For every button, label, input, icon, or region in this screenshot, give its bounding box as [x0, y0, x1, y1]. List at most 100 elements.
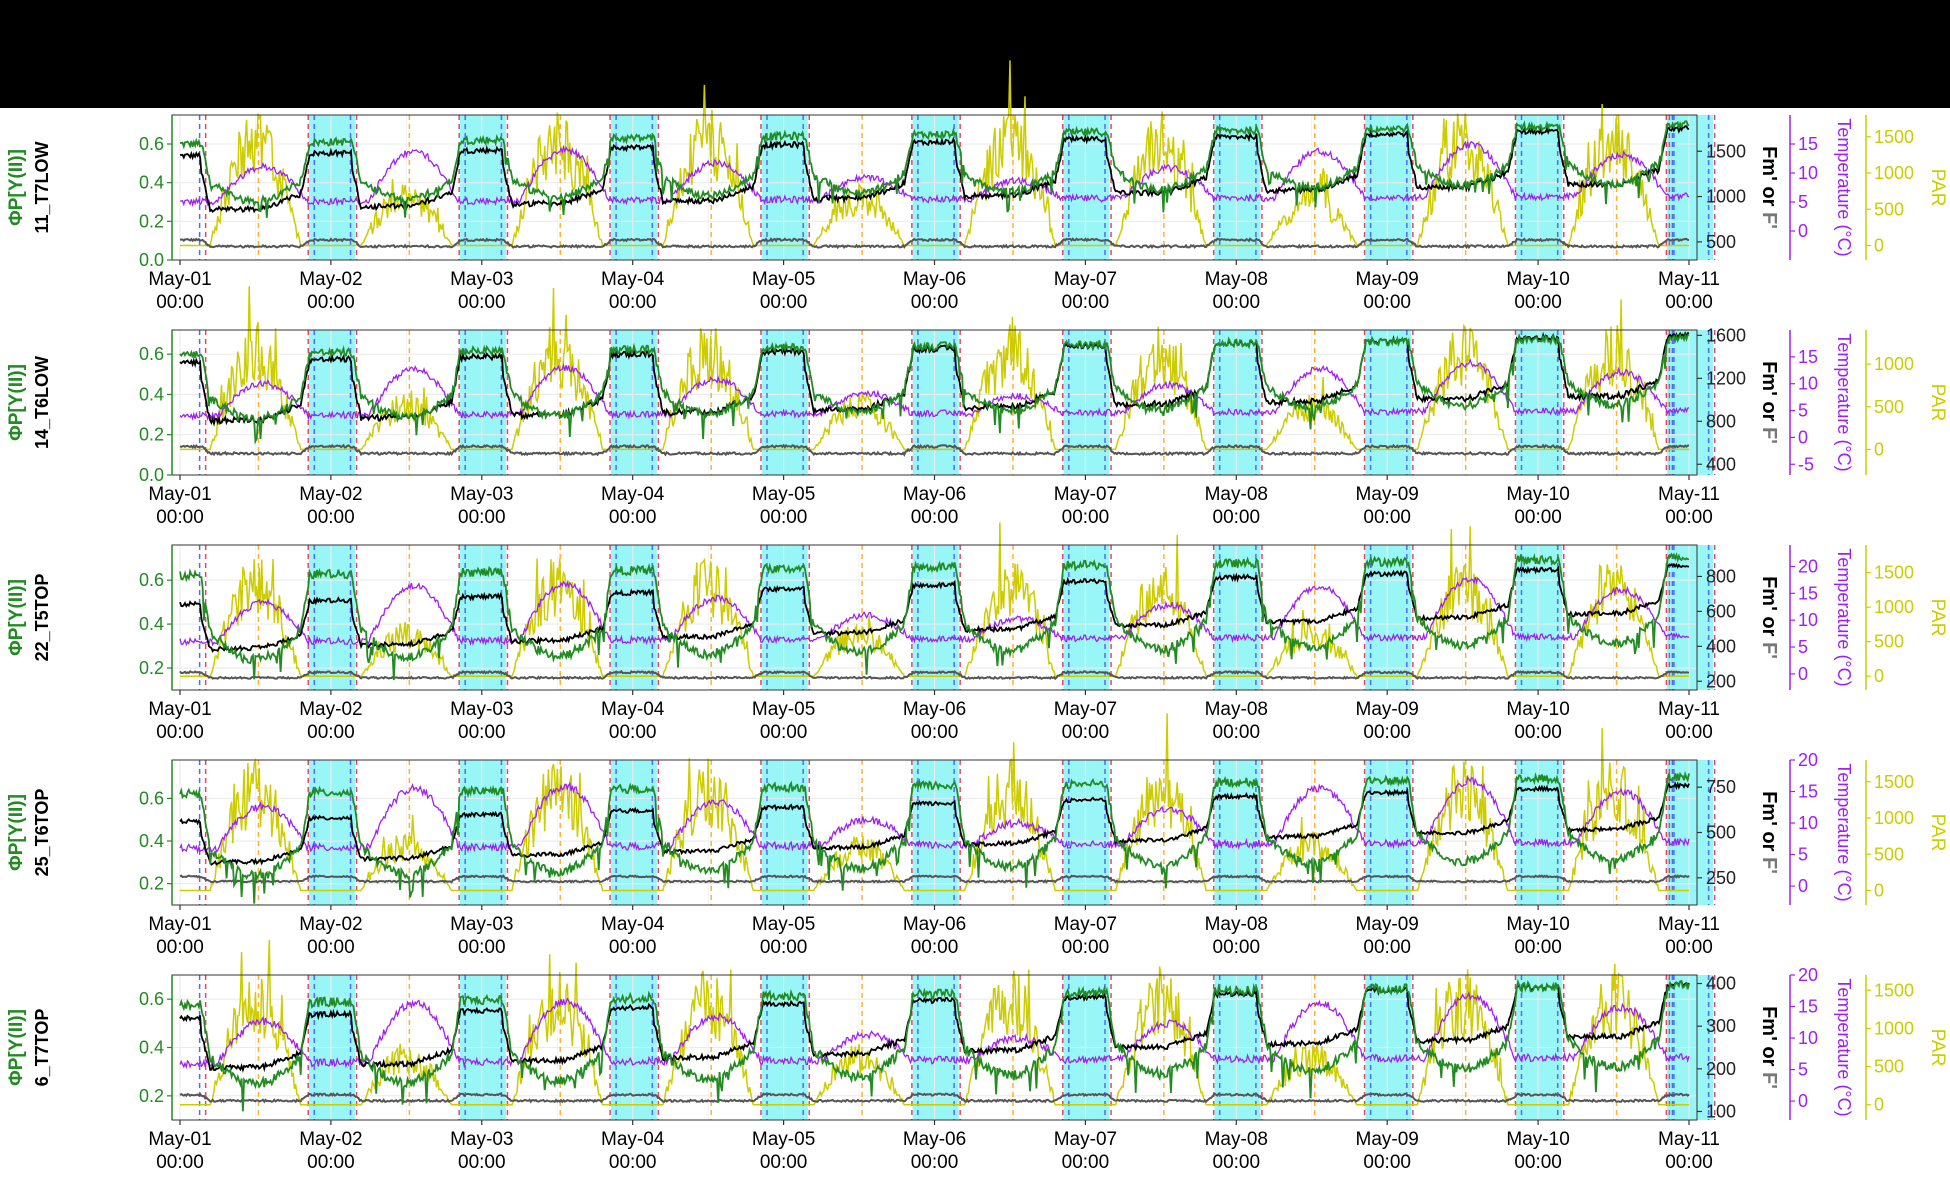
fm-tick-label: 200: [1706, 671, 1736, 691]
x-tick-label-time: 00:00: [1363, 507, 1411, 528]
temperature-tick-label: 10: [1798, 374, 1818, 394]
x-tick-label-time: 00:00: [1514, 292, 1562, 313]
x-tick-label-date: May-09: [1356, 484, 1419, 505]
x-tick-label-time: 00:00: [156, 1152, 204, 1173]
phi-axis-title: ΦP[Y(II)]: [6, 579, 27, 656]
x-tick-label-date: May-08: [1205, 1129, 1268, 1150]
x-tick-label-time: 00:00: [1062, 292, 1110, 313]
phi-tick-label: 0.2: [139, 874, 164, 894]
phi-tick-label: 0.6: [139, 344, 164, 364]
temperature-line: [179, 358, 1690, 422]
par-axis-title: PAR: [1927, 1029, 1948, 1067]
x-tick-label-date: May-10: [1506, 914, 1569, 935]
panel-11_T7LOW: 0.00.20.40.6ΦP[Y(II)] 11_T7LOWMay-0100:00…: [6, 60, 1948, 313]
x-tick-label-date: May-04: [601, 914, 665, 935]
x-tick-label-date: May-01: [148, 1129, 211, 1150]
panel-label: 22_T5TOP: [32, 574, 52, 662]
fm-tick-label: 250: [1706, 868, 1736, 888]
par-tick-label: 500: [1874, 397, 1904, 417]
x-tick-label-date: May-10: [1506, 484, 1569, 505]
phi-tick-label: 0.4: [139, 173, 164, 193]
x-tick-label-date: May-05: [752, 269, 815, 290]
par-tick-label: 1500: [1874, 772, 1914, 792]
phi-axis-title: ΦP[Y(II)]: [6, 364, 27, 441]
night-shade-band: [1214, 330, 1261, 475]
f-prime-line: [179, 237, 1690, 250]
x-tick-label-time: 00:00: [760, 937, 808, 958]
x-tick-label-time: 00:00: [1363, 937, 1411, 958]
par-line: [180, 286, 1689, 451]
x-tick-label-date: May-07: [1054, 269, 1117, 290]
panel-label: 11_T7LOW: [32, 141, 52, 233]
par-axis-title: PAR: [1927, 384, 1948, 422]
temperature-tick-label: 15: [1798, 997, 1818, 1017]
fm-tick-label: 500: [1706, 232, 1736, 252]
temperature-line: [179, 576, 1690, 647]
x-tick-label-time: 00:00: [1062, 937, 1110, 958]
phi-tick-label: 0.6: [139, 989, 164, 1009]
x-tick-label-time: 00:00: [307, 1152, 355, 1173]
x-tick-label-date: May-09: [1356, 1129, 1419, 1150]
fm-tick-label: 750: [1706, 777, 1736, 797]
panel-25_T6TOP: 0.20.40.6ΦP[Y(II)] 25_T6TOPMay-0100:00May…: [6, 713, 1948, 958]
fm-prime-line: [179, 125, 1690, 214]
par-tick-label: 1000: [1874, 597, 1914, 617]
night-shade-band: [1667, 545, 1714, 690]
x-tick-label-time: 00:00: [1062, 722, 1110, 743]
fm-title-part: Fm': [1758, 791, 1780, 826]
fm-tick-label: 800: [1706, 411, 1736, 431]
x-tick-label-time: 00:00: [1514, 937, 1562, 958]
x-tick-label-time: 00:00: [458, 1152, 506, 1173]
temperature-line: [179, 140, 1690, 208]
x-tick-label-date: May-02: [299, 1129, 362, 1150]
fm-tick-label: 1200: [1706, 368, 1746, 388]
x-tick-label-date: May-01: [148, 484, 211, 505]
fm-axis-title: Fm' or F': [1758, 791, 1780, 874]
night-shade-band: [1365, 330, 1412, 475]
temperature-tick-label: 15: [1798, 347, 1818, 367]
fm-title-part: Fm': [1758, 576, 1780, 611]
x-tick-label-time: 00:00: [458, 292, 506, 313]
x-tick-label-date: May-03: [450, 1129, 513, 1150]
x-tick-label-time: 00:00: [307, 937, 355, 958]
x-tick-label-date: May-08: [1205, 699, 1268, 720]
panel-label: 25_T6TOP: [32, 789, 52, 877]
x-tick-label-time: 00:00: [458, 722, 506, 743]
par-tick-label: 0: [1874, 1095, 1884, 1115]
x-tick-label-date: May-01: [148, 914, 211, 935]
par-tick-label: 1500: [1874, 127, 1914, 147]
temperature-tick-label: 0: [1798, 876, 1808, 896]
fm-title-part: Fm': [1758, 361, 1780, 396]
x-tick-label-date: May-09: [1356, 914, 1419, 935]
x-tick-label-date: May-01: [148, 699, 211, 720]
par-tick-label: 1000: [1874, 808, 1914, 828]
par-tick-label: 0: [1874, 881, 1884, 901]
fm-tick-label: 1000: [1706, 187, 1746, 207]
x-tick-label-date: May-03: [450, 484, 513, 505]
night-shade-band: [309, 545, 356, 690]
fm-tick-label: 300: [1706, 1016, 1736, 1036]
phi-tick-label: 0.0: [139, 465, 164, 485]
phi-tick-label: 0.4: [139, 831, 164, 851]
night-shade-band: [1214, 545, 1261, 690]
temperature-tick-label: 15: [1798, 134, 1818, 154]
par-tick-label: 500: [1874, 844, 1904, 864]
temperature-tick-label: 5: [1798, 637, 1808, 657]
x-tick-label-time: 00:00: [760, 507, 808, 528]
x-tick-label-date: May-04: [601, 484, 665, 505]
par-tick-label: 0: [1874, 439, 1884, 459]
night-shade-band: [912, 115, 959, 260]
temperature-tick-label: 5: [1798, 1060, 1808, 1080]
x-tick-label-date: May-06: [903, 484, 966, 505]
f-prime-line: [179, 874, 1690, 884]
x-tick-label-time: 00:00: [1665, 722, 1713, 743]
x-tick-label-date: May-03: [450, 269, 513, 290]
x-tick-label-time: 00:00: [156, 722, 204, 743]
fm-tick-label: 1600: [1706, 325, 1746, 345]
x-tick-label-time: 00:00: [1213, 722, 1261, 743]
x-tick-label-date: May-09: [1356, 699, 1419, 720]
x-tick-label-time: 00:00: [1665, 292, 1713, 313]
phi-tick-label: 0.4: [139, 384, 164, 404]
f-prime-line: [179, 1092, 1690, 1104]
x-tick-label-time: 00:00: [609, 1152, 657, 1173]
